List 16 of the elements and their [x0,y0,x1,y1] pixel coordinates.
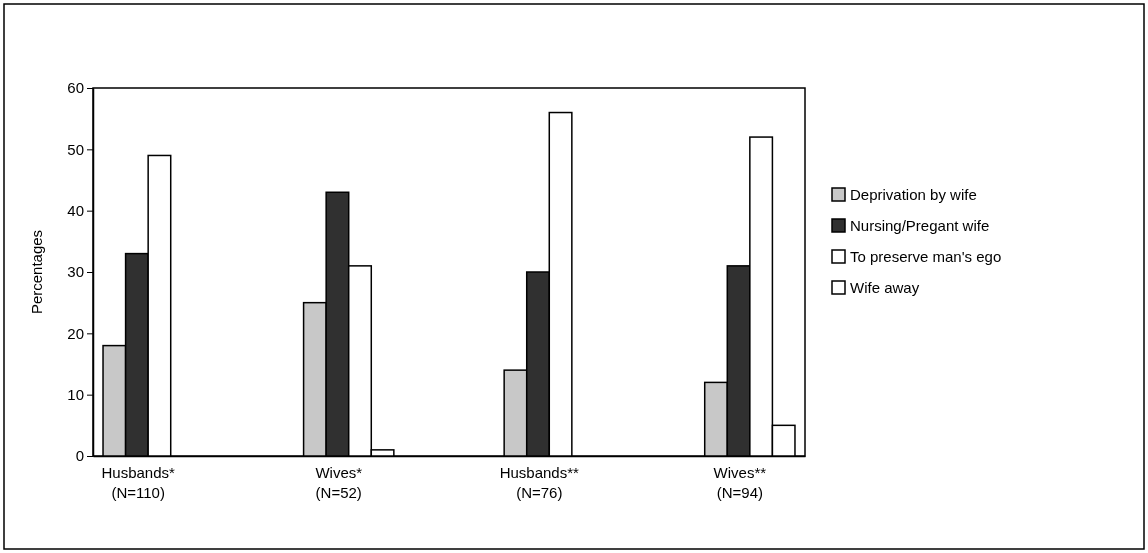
legend-label: Deprivation by wife [850,186,977,203]
x-tick-label: Wives** (N=94) [713,464,767,501]
y-tick-label: 0 [75,447,84,465]
legend-label: Nursing/Pregant wife [850,217,990,234]
y-tick-label: 30 [67,263,84,281]
y-tick-label: 40 [67,201,84,219]
x-tick-label: Husbands* (N=110) [101,464,175,501]
y-tick-label: 60 [67,79,84,97]
x-tick-label: Wives* (N=52) [315,464,363,501]
x-tick-label: Husbands** (N=76) [499,464,580,501]
legend-label: To preserve man's ego [850,248,1002,265]
y-tick-label: 20 [67,324,84,342]
legend-label: Wife away [850,279,920,296]
y-tick-label: 50 [67,140,84,158]
y-axis-title: Percentages [28,229,45,315]
y-tick-label: 10 [67,385,84,403]
